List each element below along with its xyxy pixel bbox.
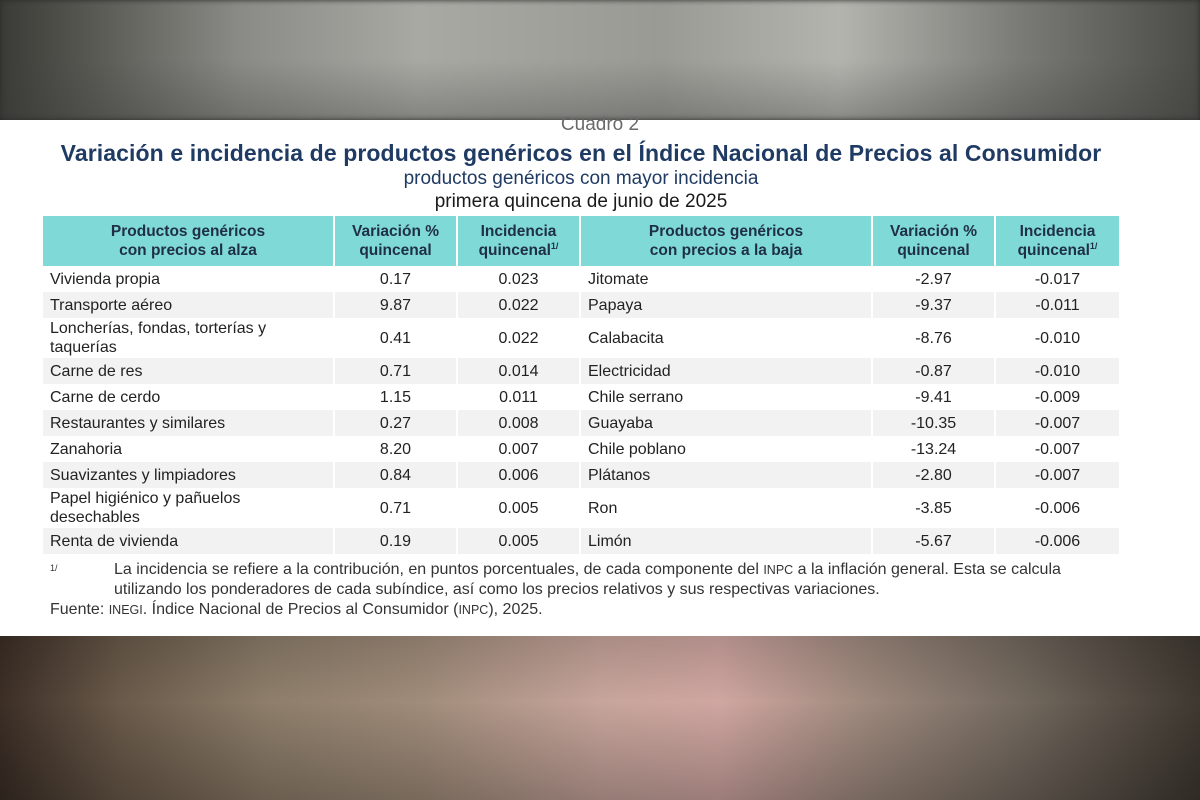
table-row: Suavizantes y limpiadores 0.84 0.006 Plá… (43, 462, 1119, 488)
table-number: Cuadro 2 (560, 114, 640, 135)
header-variation-up: Variación % quincenal (335, 216, 458, 266)
product-down: Electricidad (581, 358, 873, 384)
incidence-down: -0.007 (996, 410, 1119, 436)
document-subtitle: productos genéricos con mayor incidencia (403, 168, 759, 189)
variation-down: -2.80 (873, 462, 996, 488)
table-row: Carne de res 0.71 0.014 Electricidad -0.… (43, 358, 1119, 384)
product-down: Guayaba (581, 410, 873, 436)
product-down: Papaya (581, 292, 873, 318)
table-row: Loncherías, fondas, torterías y taquerías… (43, 318, 1119, 358)
variation-down: -5.67 (873, 528, 996, 554)
variation-up: 0.19 (335, 528, 458, 554)
product-down: Plátanos (581, 462, 873, 488)
variation-down: -13.24 (873, 436, 996, 462)
table-row: Transporte aéreo 9.87 0.022 Papaya -9.37… (43, 292, 1119, 318)
product-down: Jitomate (581, 266, 873, 292)
product-up: Renta de vivienda (43, 528, 335, 554)
incidence-up: 0.006 (458, 462, 581, 488)
incidence-up: 0.005 (458, 528, 581, 554)
variation-up: 0.17 (335, 266, 458, 292)
product-down: Limón (581, 528, 873, 554)
incidence-up: 0.023 (458, 266, 581, 292)
header-incidence-down: Incidencia quincenal1/ (996, 216, 1119, 266)
product-up: Vivienda propia (43, 266, 335, 292)
variation-down: -0.87 (873, 358, 996, 384)
incidence-down: -0.017 (996, 266, 1119, 292)
incidence-down: -0.006 (996, 488, 1119, 528)
incidence-down: -0.007 (996, 462, 1119, 488)
variation-down: -3.85 (873, 488, 996, 528)
document-page: Cuadro 2 Variación e incidencia de produ… (0, 114, 1200, 636)
variation-up: 8.20 (335, 436, 458, 462)
incidence-table: Productos genéricos con precios al alza V… (43, 216, 1119, 554)
variation-down: -2.97 (873, 266, 996, 292)
incidence-up: 0.007 (458, 436, 581, 462)
incidence-down: -0.011 (996, 292, 1119, 318)
incidence-up: 0.022 (458, 292, 581, 318)
variation-down: -9.41 (873, 384, 996, 410)
incidence-up: 0.005 (458, 488, 581, 528)
blurred-background-top (0, 0, 1200, 120)
table-row: Restaurantes y similares 0.27 0.008 Guay… (43, 410, 1119, 436)
header-products-up: Productos genéricos con precios al alza (43, 216, 335, 266)
incidence-up: 0.014 (458, 358, 581, 384)
blurred-background-bottom (0, 636, 1200, 800)
variation-down: -8.76 (873, 318, 996, 358)
product-up: Carne de res (43, 358, 335, 384)
product-up: Restaurantes y similares (43, 410, 335, 436)
header-products-down: Productos genéricos con precios a la baja (581, 216, 873, 266)
product-up: Transporte aéreo (43, 292, 335, 318)
product-down: Chile serrano (581, 384, 873, 410)
source-note: Fuente: INEGI. Índice Nacional de Precio… (50, 601, 543, 618)
footnote-text: La incidencia se refiere a la contribuci… (114, 561, 1061, 598)
incidence-down: -0.010 (996, 318, 1119, 358)
variation-up: 0.27 (335, 410, 458, 436)
header-variation-down: Variación % quincenal (873, 216, 996, 266)
header-incidence-up: Incidencia quincenal1/ (458, 216, 581, 266)
incidence-down: -0.010 (996, 358, 1119, 384)
table-row: Vivienda propia 0.17 0.023 Jitomate -2.9… (43, 266, 1119, 292)
variation-down: -9.37 (873, 292, 996, 318)
variation-down: -10.35 (873, 410, 996, 436)
table-row: Papel higiénico y pañuelos desechables 0.… (43, 488, 1119, 528)
incidence-down: -0.007 (996, 436, 1119, 462)
product-up: Carne de cerdo (43, 384, 335, 410)
product-up: Zanahoria (43, 436, 335, 462)
variation-up: 0.71 (335, 358, 458, 384)
table-row: Zanahoria 8.20 0.007 Chile poblano -13.2… (43, 436, 1119, 462)
incidence-up: 0.011 (458, 384, 581, 410)
variation-up: 9.87 (335, 292, 458, 318)
incidence-down: -0.009 (996, 384, 1119, 410)
incidence-up: 0.008 (458, 410, 581, 436)
variation-up: 1.15 (335, 384, 458, 410)
product-down: Chile poblano (581, 436, 873, 462)
table-row: Renta de vivienda 0.19 0.005 Limón -5.67… (43, 528, 1119, 554)
product-down: Ron (581, 488, 873, 528)
product-up: Loncherías, fondas, torterías y taquerías (43, 318, 335, 358)
product-up: Suavizantes y limpiadores (43, 462, 335, 488)
variation-up: 0.84 (335, 462, 458, 488)
variation-up: 0.41 (335, 318, 458, 358)
incidence-up: 0.022 (458, 318, 581, 358)
product-up: Papel higiénico y pañuelos desechables (43, 488, 335, 528)
document-title: Variación e incidencia de productos gené… (60, 140, 1102, 166)
document-period: primera quincena de junio de 2025 (434, 191, 728, 212)
footnote-mark: 1/ (50, 563, 58, 573)
table-row: Carne de cerdo 1.15 0.011 Chile serrano … (43, 384, 1119, 410)
variation-up: 0.71 (335, 488, 458, 528)
product-down: Calabacita (581, 318, 873, 358)
table-header-row: Productos genéricos con precios al alza V… (43, 216, 1119, 266)
incidence-down: -0.006 (996, 528, 1119, 554)
